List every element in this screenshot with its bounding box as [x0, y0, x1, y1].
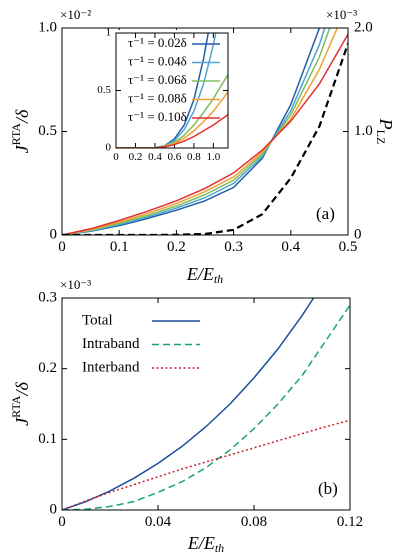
y-tick-label: 1 [106, 27, 112, 39]
x-tick-label: 0.4 [281, 239, 300, 255]
y-axis-label-main: J [12, 417, 32, 426]
y-axis-label-sup: RTA [9, 395, 23, 418]
y-tick-label: 0 [106, 142, 112, 154]
x-tick-label: 0.6 [168, 151, 182, 163]
series-line [62, 33, 348, 235]
series-line [62, 419, 350, 510]
panel: 0 0.04 0.08 0.12 0 0.1 0.2 0.3×10⁻³ (b) E/Eth JRTA… [9, 277, 363, 554]
y-axis-label: JRTA/δ [9, 109, 32, 153]
legend-label: Total [82, 312, 113, 328]
plot-frame [61, 27, 349, 236]
y2-tick-label: 2.0 [354, 19, 373, 35]
y-axis-label-main: J [12, 144, 32, 153]
y2-axis-label-main: P [376, 118, 396, 130]
x-tick-label: 0.8 [187, 151, 201, 163]
series-line [62, 28, 339, 235]
y2-axis-label-sub: LZ [374, 130, 388, 145]
x-tick-label: 0 [58, 239, 66, 255]
y-tick-label: 0.2 [38, 360, 57, 376]
plot-frame [61, 297, 351, 511]
series-line [116, 74, 228, 148]
x-tick-label: 0.4 [148, 151, 162, 163]
y-tick-label: 0.5 [38, 123, 57, 139]
x-tick-label: 0 [58, 514, 66, 530]
legend-label: τ⁻¹ = 0.06δ [128, 72, 187, 87]
legend-label: τ⁻¹ = 0.08δ [128, 90, 187, 105]
legend: τ⁻¹ = 0.02δ τ⁻¹ = 0.04δ τ⁻¹ = 0.06δ τ⁻¹ = 0… [128, 35, 220, 124]
y-multiplier: ×10⁻³ [60, 277, 91, 292]
plot-frame [115, 32, 229, 149]
x-tick-label: 0.3 [224, 239, 243, 255]
y-axis-label: JRTA/δ [9, 382, 32, 426]
x-tick-label: 0.5 [339, 239, 358, 255]
x-tick-label: 0.12 [337, 514, 363, 530]
x-tick-label: 0.2 [167, 239, 186, 255]
panel: 0 0.2 0.4 0.6 0.8 1.0 0 0.5 1 [97, 27, 229, 163]
panel: 0 0.1 0.2 0.3 0.4 0.500.51.001.02.0×10⁻² ×10⁻³… [9, 7, 396, 286]
y-tick-label: 0.5 [97, 84, 111, 96]
x-axis-label-main: E/E [187, 533, 215, 553]
y-axis-label-rest: /δ [12, 382, 32, 397]
series-line [116, 114, 228, 148]
series-line [116, 91, 228, 148]
x-axis-label-main: E/E [186, 264, 214, 284]
y2-tick-label: 1.0 [354, 123, 373, 139]
legend-label: τ⁻¹ = 0.02δ [128, 35, 187, 50]
x-tick-label: 0.08 [241, 514, 267, 530]
legend-label: τ⁻¹ = 0.04δ [128, 53, 187, 68]
series-line [62, 28, 326, 235]
y-axis-label-sup: RTA [9, 123, 23, 146]
y-axis-label-rest: /δ [12, 109, 32, 124]
y-tick-label: 0 [50, 226, 58, 242]
x-tick-label: 0 [113, 151, 119, 163]
x-axis-label: E/Eth [186, 264, 223, 286]
y-tick-label: 0.1 [38, 431, 57, 447]
y2-tick-label: 0 [354, 226, 362, 242]
x-axis-label-sub: th [215, 541, 224, 554]
y2-multiplier: ×10⁻³ [326, 7, 357, 22]
panel-label: (a) [316, 204, 335, 223]
series-line [62, 298, 315, 510]
x-tick-label: 0.2 [129, 151, 143, 163]
x-tick-label: 0.04 [145, 514, 172, 530]
series-line [62, 28, 321, 235]
series-line [116, 33, 209, 148]
y-tick-label: 1.0 [38, 19, 57, 35]
legend-label: Intraband [82, 336, 140, 352]
y-tick-label: 0 [50, 501, 58, 517]
y2-axis-label: PLZ [374, 118, 396, 145]
legend: Total Intraband Interband [82, 312, 200, 375]
series-line [62, 43, 348, 235]
legend-label: τ⁻¹ = 0.10δ [128, 109, 187, 124]
legend-label: Interband [82, 359, 140, 375]
x-tick-label: 0.1 [110, 239, 129, 255]
y-tick-label: 0.3 [38, 289, 57, 305]
series-line [62, 28, 331, 235]
x-axis-label: E/Eth [187, 533, 224, 554]
x-axis-label-sub: th [214, 272, 223, 286]
panel-label: (b) [318, 479, 338, 498]
series-line [62, 304, 350, 510]
x-tick-label: 1.0 [207, 151, 221, 163]
y-multiplier: ×10⁻² [60, 7, 91, 22]
inset-background [98, 30, 232, 167]
